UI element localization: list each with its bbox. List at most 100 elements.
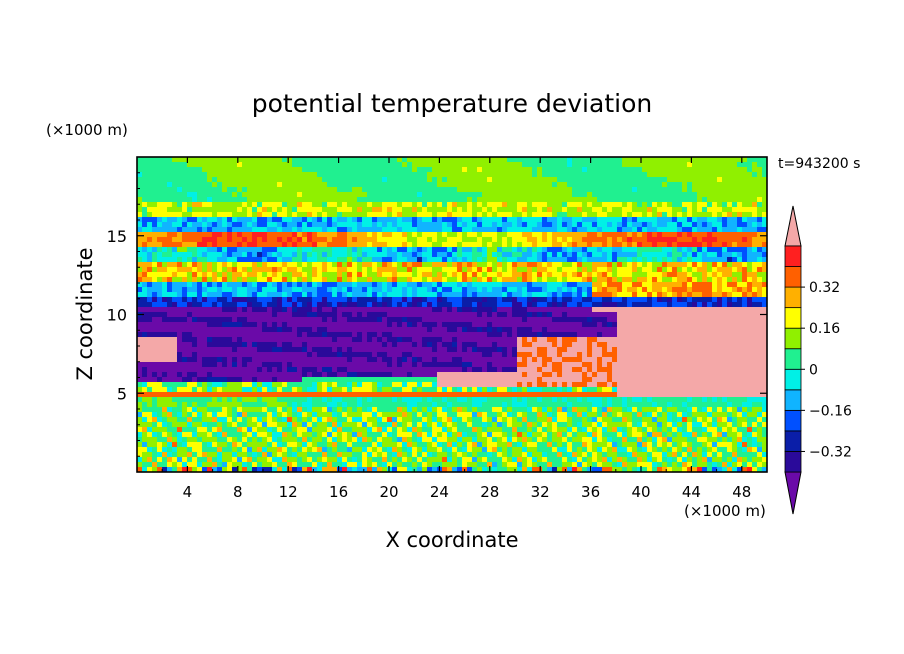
- contour-cell: [667, 222, 673, 228]
- contour-cell: [252, 302, 258, 308]
- contour-cell: [267, 307, 273, 313]
- contour-cell: [457, 332, 463, 338]
- contour-cell: [157, 297, 163, 303]
- contour-cell: [622, 167, 628, 173]
- contour-cell: [402, 182, 408, 188]
- contour-cell: [502, 267, 508, 273]
- contour-cell: [442, 207, 448, 213]
- contour-cell: [157, 207, 163, 213]
- contour-cell: [192, 187, 198, 193]
- contour-cell: [497, 342, 503, 348]
- contour-cell: [592, 192, 598, 198]
- contour-cell: [742, 277, 748, 283]
- contour-cell: [627, 287, 633, 293]
- contour-cell: [667, 322, 673, 328]
- contour-cell: [427, 352, 433, 358]
- contour-cell: [587, 337, 593, 343]
- contour-cell: [267, 172, 273, 178]
- contour-cell: [512, 342, 518, 348]
- contour-cell: [392, 242, 398, 248]
- contour-cell: [167, 337, 173, 343]
- contour-cell: [502, 302, 508, 308]
- contour-cell: [537, 277, 543, 283]
- contour-cell: [197, 177, 203, 183]
- contour-cell: [632, 252, 638, 258]
- contour-cell: [692, 167, 698, 173]
- contour-cell: [577, 317, 583, 323]
- contour-cell: [357, 212, 363, 218]
- contour-cell: [262, 332, 268, 338]
- contour-cell: [567, 232, 573, 238]
- contour-cell: [762, 197, 767, 203]
- contour-cell: [607, 162, 613, 168]
- contour-cell: [277, 282, 283, 288]
- contour-cell: [297, 162, 303, 168]
- contour-cell: [527, 217, 533, 223]
- contour-cell: [157, 312, 163, 318]
- contour-cell: [392, 337, 398, 343]
- contour-cell: [497, 192, 503, 198]
- contour-cell: [612, 297, 618, 303]
- contour-cell: [672, 192, 678, 198]
- contour-cell: [367, 267, 373, 273]
- contour-cell: [207, 192, 213, 198]
- contour-cell: [347, 182, 353, 188]
- contour-cell: [357, 227, 363, 233]
- contour-cell: [582, 167, 588, 173]
- contour-cell: [307, 252, 313, 258]
- contour-cell: [577, 257, 583, 263]
- contour-cell: [202, 337, 208, 343]
- contour-cell: [582, 307, 588, 313]
- contour-cell: [512, 347, 518, 353]
- contour-cell: [742, 297, 748, 303]
- contour-cell: [167, 327, 173, 333]
- contour-cell: [427, 217, 433, 223]
- contour-cell: [562, 332, 568, 338]
- contour-cell: [417, 307, 423, 313]
- contour-cell: [757, 177, 763, 183]
- contour-cell: [297, 202, 303, 208]
- contour-cell: [542, 227, 548, 233]
- contour-cell: [612, 197, 618, 203]
- contour-cell: [537, 232, 543, 238]
- contour-cell: [352, 282, 358, 288]
- contour-cell: [262, 267, 268, 273]
- contour-cell: [327, 212, 333, 218]
- contour-cell: [622, 247, 628, 253]
- contour-cell: [542, 232, 548, 238]
- contour-cell: [487, 222, 493, 228]
- contour-cell: [522, 252, 528, 258]
- contour-cell: [582, 327, 588, 333]
- contour-cell: [622, 287, 628, 293]
- contour-cell: [552, 292, 558, 298]
- contour-cell: [702, 212, 708, 218]
- contour-cell: [392, 302, 398, 308]
- contour-cell: [272, 192, 278, 198]
- contour-cell: [757, 277, 763, 283]
- contour-cell: [362, 237, 368, 243]
- contour-cell: [412, 272, 418, 278]
- contour-cell: [502, 312, 508, 318]
- contour-cell: [322, 197, 328, 203]
- contour-cell: [667, 312, 673, 318]
- contour-cell: [397, 262, 403, 268]
- contour-cell: [202, 287, 208, 293]
- contour-cell: [547, 237, 553, 243]
- contour-cell: [152, 232, 158, 238]
- contour-cell: [187, 327, 193, 333]
- contour-cell: [612, 292, 618, 298]
- contour-cell: [432, 262, 438, 268]
- contour-cell: [332, 157, 338, 163]
- contour-cell: [447, 197, 453, 203]
- contour-cell: [607, 322, 613, 328]
- contour-cell: [157, 317, 163, 323]
- contour-cell: [197, 282, 203, 288]
- contour-cell: [517, 172, 523, 178]
- contour-cell: [387, 242, 393, 248]
- contour-cell: [402, 317, 408, 323]
- contour-cell: [622, 242, 628, 248]
- contour-cell: [262, 272, 268, 278]
- contour-cell: [617, 162, 623, 168]
- contour-cell: [202, 297, 208, 303]
- contour-cell: [427, 167, 433, 173]
